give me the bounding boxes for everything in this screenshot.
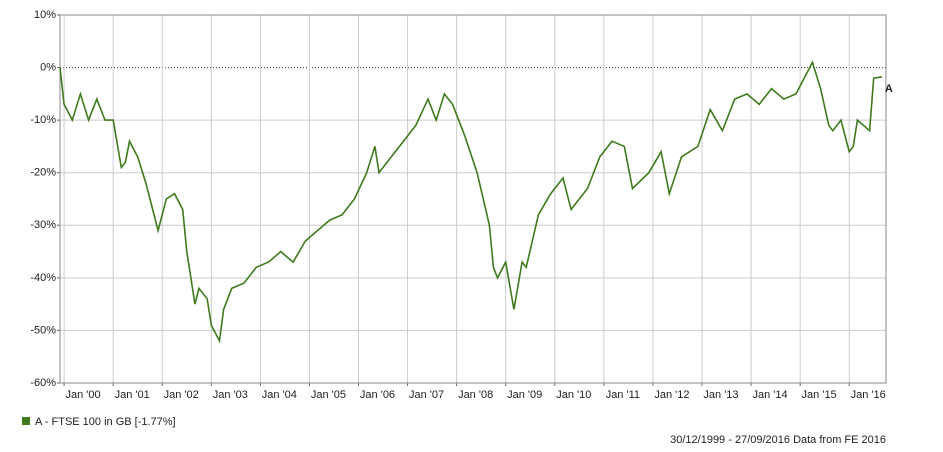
series-line — [59, 60, 883, 344]
plot-frame — [59, 14, 887, 384]
x-tick-label: Jan '09 — [507, 389, 542, 401]
x-tick-label: Jan '02 — [164, 389, 199, 401]
x-tick-label: Jan '03 — [213, 389, 248, 401]
y-tick-label: -20% — [30, 167, 56, 179]
series-end-label: A — [885, 83, 893, 95]
x-tick-label: Jan '04 — [262, 389, 297, 401]
legend-label: A - FTSE 100 in GB [-1.77%] — [35, 416, 176, 428]
x-tick-label: Jan '07 — [409, 389, 444, 401]
x-tick-label: Jan '10 — [556, 389, 591, 401]
plot-area — [60, 15, 886, 383]
x-tick-label: Jan '05 — [311, 389, 346, 401]
x-tick-label: Jan '08 — [458, 389, 493, 401]
y-tick-label: -50% — [30, 324, 56, 336]
x-tick-label: Jan '11 — [606, 389, 640, 401]
x-tick-label: Jan '12 — [654, 389, 689, 401]
x-tick-label: Jan '06 — [360, 389, 395, 401]
y-tick-label: 0% — [40, 61, 56, 73]
y-tick-label: -30% — [30, 219, 56, 231]
x-tick-label: Jan '01 — [115, 389, 150, 401]
y-tick-label: 10% — [34, 9, 56, 21]
x-tick-label: Jan '14 — [752, 389, 787, 401]
x-tick-label: Jan '13 — [703, 389, 738, 401]
y-tick-label: -10% — [30, 114, 56, 126]
x-tick-label: Jan '15 — [802, 389, 837, 401]
y-tick-label: -40% — [30, 272, 56, 284]
x-tick-label: Jan '16 — [851, 389, 886, 401]
legend-swatch — [22, 417, 30, 425]
x-tick-label: Jan '00 — [66, 389, 101, 401]
y-tick-label: -60% — [30, 377, 56, 389]
footer: 30/12/1999 - 27/09/2016 Data from FE 201… — [670, 434, 886, 446]
